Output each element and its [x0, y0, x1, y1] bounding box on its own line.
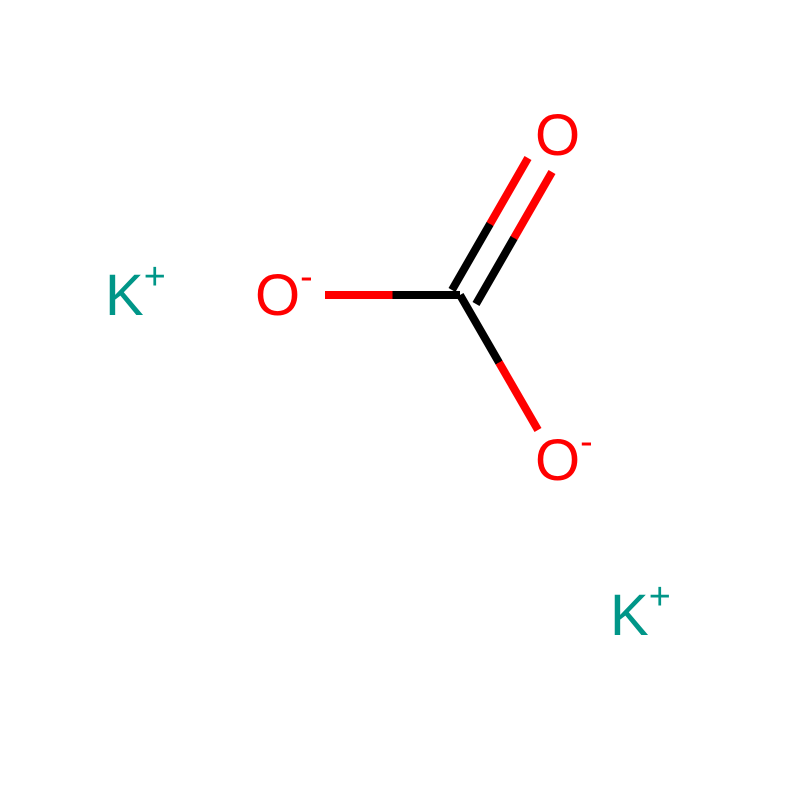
atom-k1-charge: +	[144, 255, 166, 297]
atom-o3-charge: -	[580, 420, 593, 462]
molecule-diagram: K+ K+ O- O O-	[0, 0, 800, 800]
atom-k2-symbol: K	[610, 583, 649, 648]
bond-c-o2-a	[452, 158, 528, 290]
atom-k1-symbol: K	[105, 263, 144, 328]
atom-o3: O-	[535, 420, 593, 493]
atom-o1-charge: -	[300, 255, 313, 297]
bond-c-o2-b	[476, 172, 552, 304]
atom-o3-symbol: O	[535, 428, 580, 493]
atom-k2-charge: +	[649, 575, 671, 617]
bond-c-o3	[460, 295, 538, 430]
atom-k2: K+	[610, 575, 671, 648]
atom-k1: K+	[105, 255, 166, 328]
atom-o2: O	[535, 103, 580, 168]
atom-o1-symbol: O	[255, 263, 300, 328]
atom-o1: O-	[255, 255, 313, 328]
atom-o2-symbol: O	[535, 103, 580, 168]
